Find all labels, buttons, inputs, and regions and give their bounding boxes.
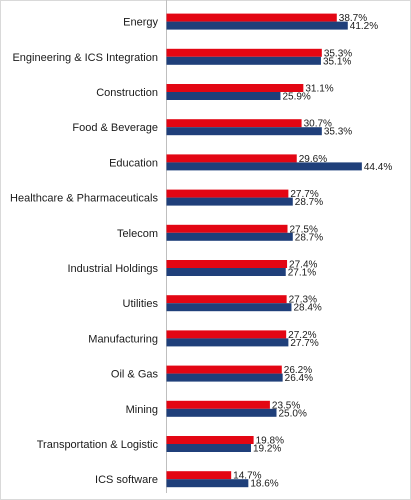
- bar-series-2: [166, 303, 292, 312]
- value-label: 14.7%: [233, 471, 261, 482]
- value-label: 31.1%: [305, 84, 333, 95]
- bar-series-2: [166, 444, 251, 452]
- bar-series-1: [166, 471, 232, 480]
- value-label: 25.9%: [282, 92, 310, 103]
- value-label: 27.3%: [289, 295, 317, 306]
- value-label: 35.3%: [324, 48, 352, 59]
- value-label: 35.3%: [324, 127, 352, 138]
- bar-series-1: [166, 295, 287, 304]
- category-label: Manufacturing: [88, 333, 158, 345]
- bar-series-1: [166, 154, 297, 163]
- bar-series-1: [166, 84, 304, 92]
- value-label: 26.4%: [285, 373, 313, 384]
- value-label: 27.4%: [289, 260, 317, 271]
- category-label: ICS software: [95, 474, 158, 486]
- bar-series-1: [166, 400, 270, 409]
- value-label: 18.6%: [250, 479, 278, 490]
- value-label: 29.6%: [299, 154, 327, 165]
- category-label: Engineering & ICS Integration: [12, 52, 158, 64]
- category-label: Construction: [96, 87, 158, 99]
- value-label: 19.2%: [253, 444, 281, 455]
- bar-series-2: [166, 338, 289, 347]
- bar-series-1: [166, 224, 288, 233]
- category-label: Education: [109, 157, 158, 169]
- value-label: 44.4%: [364, 162, 392, 173]
- value-label: 27.7%: [290, 338, 318, 349]
- bar-series-2: [166, 232, 293, 241]
- value-label: 41.2%: [350, 21, 378, 32]
- value-label: 30.7%: [304, 119, 332, 130]
- value-label: 27.5%: [290, 224, 318, 235]
- category-label: Utilities: [123, 298, 159, 310]
- bar-series-2: [166, 373, 283, 382]
- bar-series-1: [166, 365, 282, 374]
- bar-series-1: [166, 436, 254, 444]
- bar-series-2: [166, 127, 322, 136]
- bar-series-1: [166, 48, 322, 57]
- value-label: 23.5%: [272, 400, 300, 411]
- bar-series-2: [166, 479, 249, 488]
- value-label: 27.7%: [290, 189, 318, 200]
- bar-series-2: [166, 92, 281, 100]
- value-label: 38.7%: [339, 13, 367, 24]
- category-label: Energy: [123, 17, 158, 29]
- bar-series-1: [166, 330, 287, 339]
- bar-series-1: [166, 119, 302, 128]
- bar-series-2: [166, 408, 277, 417]
- value-label: 25.0%: [279, 408, 307, 419]
- category-label: Industrial Holdings: [68, 263, 159, 275]
- value-label: 26.2%: [284, 365, 312, 376]
- value-label: 28.7%: [295, 232, 323, 243]
- category-label: Oil & Gas: [111, 369, 159, 381]
- value-label: 35.1%: [323, 56, 351, 67]
- category-label: Transportation & Logistic: [37, 439, 159, 451]
- value-label: 19.8%: [256, 436, 284, 447]
- bar-series-2: [166, 21, 348, 30]
- category-label: Healthcare & Pharmaceuticals: [10, 193, 158, 205]
- bar-series-2: [166, 162, 362, 171]
- bar-series-2: [166, 268, 286, 276]
- chart-marks: Energy 38.7%41.2% Engineering & ICS Integr…: [10, 13, 392, 490]
- value-label: 28.4%: [293, 303, 321, 314]
- bar-series-1: [166, 260, 288, 268]
- value-label: 27.1%: [288, 268, 316, 279]
- category-label: Mining: [126, 404, 158, 416]
- bar-series-2: [166, 197, 293, 206]
- value-label: 27.2%: [288, 330, 316, 341]
- bar-series-1: [166, 13, 337, 22]
- bar-series-1: [166, 189, 289, 198]
- category-label: Food & Beverage: [72, 122, 158, 134]
- category-label: Telecom: [117, 228, 158, 240]
- bar-series-2: [166, 56, 321, 65]
- value-label: 28.7%: [295, 197, 323, 208]
